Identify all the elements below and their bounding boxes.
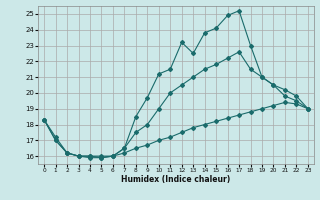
X-axis label: Humidex (Indice chaleur): Humidex (Indice chaleur) <box>121 175 231 184</box>
